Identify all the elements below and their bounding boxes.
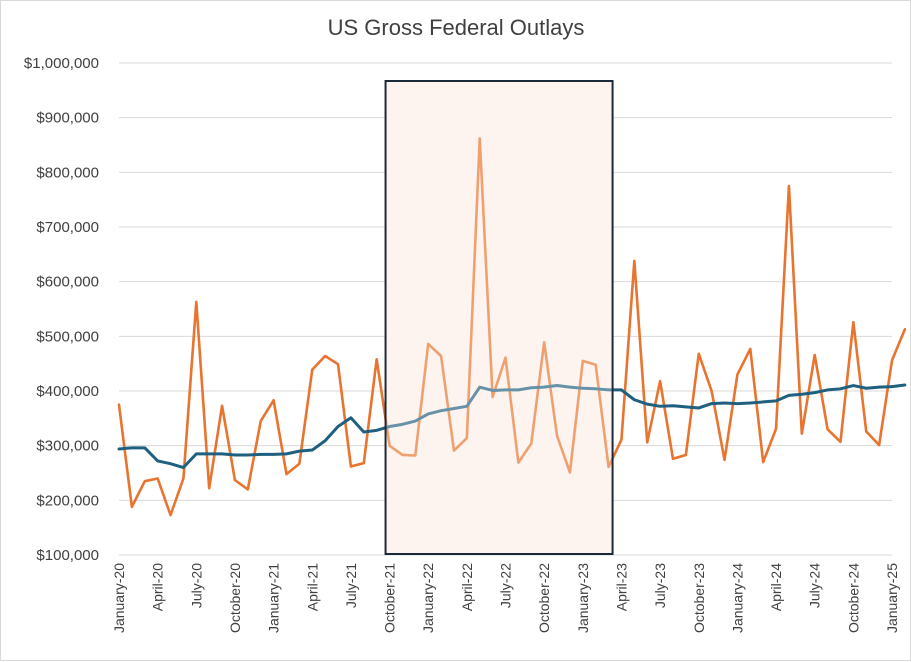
y-tick-label: $500,000 [36, 328, 99, 345]
y-tick-label: $600,000 [36, 274, 99, 291]
chart-title: US Gross Federal Outlays [328, 15, 585, 40]
series-line-0 [117, 137, 907, 517]
x-tick-label: April-22 [459, 563, 475, 611]
x-tick-label: July-22 [498, 563, 514, 608]
x-tick-label: October-21 [382, 563, 398, 633]
x-tick-label: April-24 [768, 563, 784, 611]
highlight-border [384, 80, 614, 555]
axes: $100,000 $200,000 $300,000 $400,000 $500,000… [24, 55, 900, 633]
x-tick-label: July-20 [188, 563, 204, 608]
y-tick-label: $400,000 [36, 383, 99, 400]
series-lines [117, 137, 907, 517]
highlight-overlay [384, 80, 614, 555]
x-tick-label: October-20 [227, 563, 243, 633]
x-tick-label: October-23 [691, 563, 707, 633]
x-tick-label: January-23 [575, 563, 591, 633]
x-tick-label: July-21 [343, 563, 359, 608]
highlight-fill [385, 81, 613, 554]
x-tick-label: January-24 [729, 563, 745, 633]
x-tick-label: January-21 [266, 563, 282, 633]
y-tick-label: $900,000 [36, 110, 99, 127]
y-tick-label: $300,000 [36, 438, 99, 455]
y-tick-label: $700,000 [36, 219, 99, 236]
x-tick-label: April-21 [304, 563, 320, 611]
highlight-region [385, 81, 613, 554]
x-tick-label: January-22 [420, 563, 436, 633]
series-line-1 [117, 383, 907, 470]
x-tick-label: January-20 [111, 563, 127, 633]
y-tick-label: $200,000 [36, 492, 99, 509]
y-tick-label: $1,000,000 [24, 55, 99, 72]
y-tick-label: $800,000 [36, 164, 99, 181]
highlight-wash [385, 81, 613, 554]
x-tick-label: October-22 [536, 563, 552, 633]
x-tick-label: October-24 [845, 563, 861, 633]
y-tick-label: $100,000 [36, 547, 99, 564]
x-tick-label: July-24 [807, 563, 823, 608]
x-tick-label: April-20 [150, 563, 166, 611]
x-tick-label: April-23 [613, 563, 629, 611]
x-tick-label: July-23 [652, 563, 668, 608]
x-tick-label: January-25 [884, 563, 900, 633]
